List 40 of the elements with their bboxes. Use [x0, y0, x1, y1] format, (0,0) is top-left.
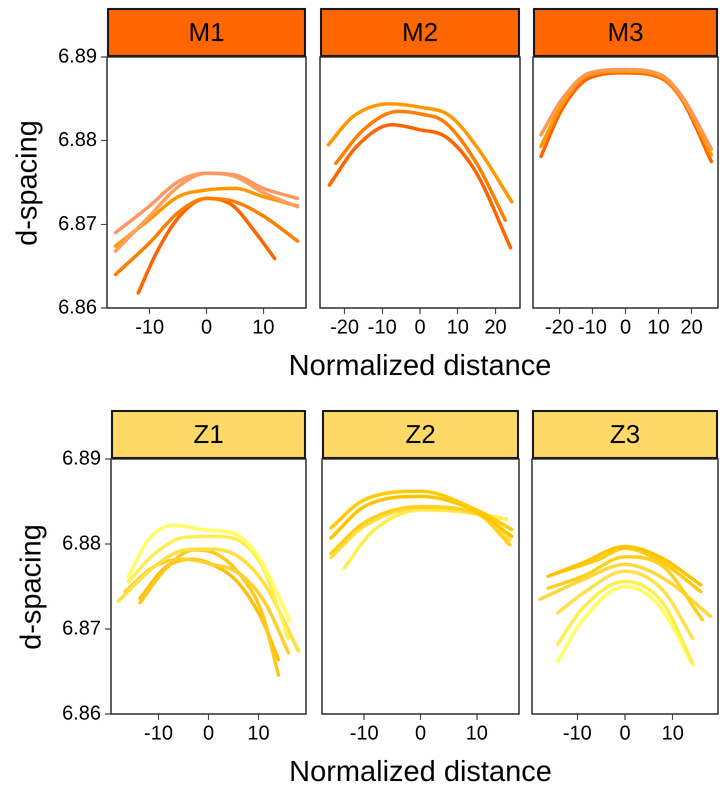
x-tick-label: 0	[619, 722, 631, 745]
x-tick-label: -10	[350, 722, 379, 745]
x-tick-label: -10	[368, 316, 397, 339]
x-tick-label: 0	[202, 722, 214, 745]
y-tick-label: 6.88	[58, 129, 97, 152]
x-tick-label: -10	[135, 316, 164, 339]
y-axis-title: d-spacing	[16, 524, 48, 650]
x-tick-label: 10	[247, 722, 270, 745]
y-axis-title: d-spacing	[12, 120, 44, 246]
y-tick-label: 6.88	[62, 532, 101, 555]
y-tick-label: 6.89	[62, 448, 101, 470]
x-tick-label: 20	[484, 316, 507, 339]
x-tick-label: -10	[562, 722, 592, 745]
y-tick-label: 6.87	[58, 212, 97, 235]
x-tick-label: 10	[446, 316, 469, 339]
y-tick-label: 6.86	[62, 702, 101, 725]
chart-title: Z3	[532, 410, 718, 459]
y-tick-label: 6.86	[58, 296, 97, 319]
x-tick-label: 0	[200, 316, 212, 339]
y-tick-label: 6.89	[58, 46, 97, 68]
x-tick-label: 0	[414, 316, 426, 339]
x-axis-title: Normalized distance	[289, 756, 552, 789]
chart-title: M1	[107, 8, 306, 57]
chart-title: Z1	[111, 410, 306, 459]
x-tick-label: 0	[414, 722, 426, 745]
x-tick-label: -20	[330, 316, 359, 339]
chart-title: M2	[320, 8, 520, 57]
x-tick-label: -10	[578, 316, 607, 339]
x-tick-label: 10	[466, 722, 488, 745]
y-tick-label: 6.87	[62, 618, 101, 640]
x-tick-label: -10	[144, 722, 173, 745]
chart-title: Z2	[322, 410, 519, 459]
chart-title: M3	[533, 8, 718, 57]
x-tick-label: 0	[620, 316, 632, 339]
x-tick-label: 10	[662, 722, 684, 745]
x-axis-title: Normalized distance	[288, 350, 552, 383]
x-tick-label: 20	[680, 316, 703, 339]
x-tick-label: 10	[252, 316, 274, 339]
x-tick-label: -20	[544, 316, 574, 339]
x-tick-label: 10	[647, 316, 670, 339]
